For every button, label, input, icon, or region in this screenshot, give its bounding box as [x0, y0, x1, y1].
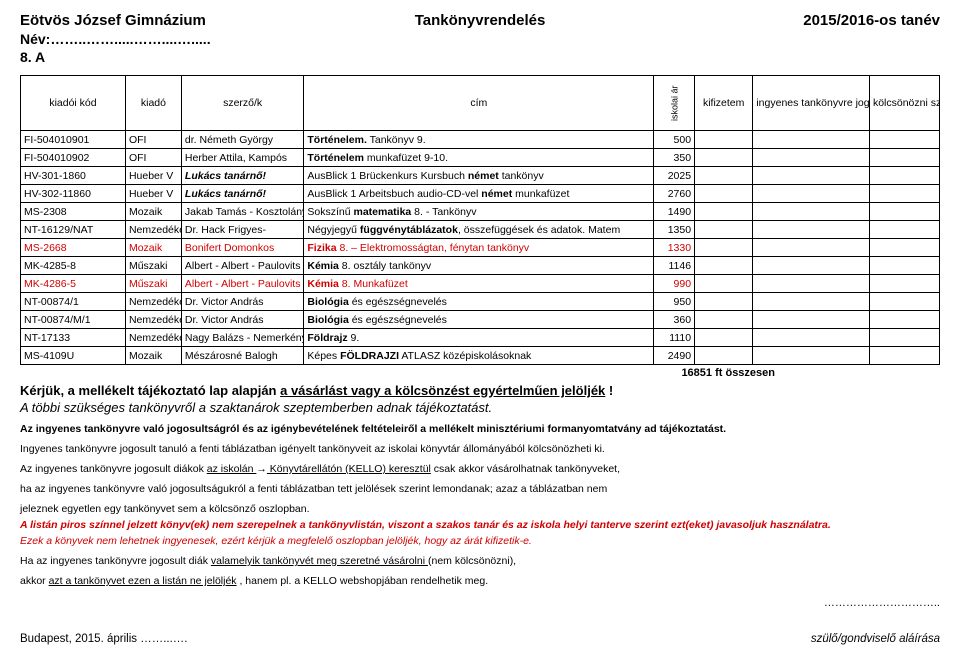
table-row: FI-504010901OFIdr. Németh GyörgyTörténel…	[21, 131, 940, 149]
footer-date: Budapest, 2015. április ……...….	[20, 633, 187, 645]
book-table: kiadói kód kiadó szerző/k cím iskolai ár…	[20, 75, 940, 365]
table-row: MS-4109UMozaikMészárosné BaloghKépes FÖL…	[21, 347, 940, 365]
note3: Az ingyenes tankönyvre jogosult diákok a…	[20, 463, 940, 475]
note2: Ingyenes tankönyvre jogosult tanuló a fe…	[20, 443, 940, 455]
signature-dots: …………………………..	[20, 597, 940, 609]
table-row: NT-00874/M/1NemzedékekDr. Victor AndrásB…	[21, 311, 940, 329]
th-code: kiadói kód	[21, 76, 126, 131]
school-name: Eötvös József Gimnázium	[20, 12, 327, 29]
table-row: MS-2308MozaikJakab Tamás - KosztolányiSo…	[21, 203, 940, 221]
request-line: Kérjük, a mellékelt tájékoztató lap alap…	[20, 383, 940, 398]
table-row: HV-301-1860Hueber VLukács tanárnő!AusBli…	[21, 167, 940, 185]
total-line: 16851 ft összesen	[20, 367, 940, 379]
table-row: HV-302-11860Hueber VLukács tanárnő!AusBl…	[21, 185, 940, 203]
school-year: 2015/2016-os tanév	[633, 12, 940, 29]
note6: Ha az ingyenes tankönyvre jogosult diák …	[20, 555, 940, 567]
table-row: NT-16129/NATNemzedékekDr. Hack Frigyes-N…	[21, 221, 940, 239]
italic-line: A többi szükséges tankönyvről a szaktaná…	[20, 400, 940, 415]
th-author: szerző/k	[181, 76, 303, 131]
red-note1: A listán piros színnel jelzett könyv(ek)…	[20, 519, 940, 531]
note7: akkor azt a tankönyvet ezen a listán ne …	[20, 575, 940, 587]
name-field: Név:……..…….....……....….....	[20, 31, 940, 47]
note5: jeleznek egyetlen egy tankönyvet sem a k…	[20, 503, 940, 515]
table-row: MK-4286-5MűszakiAlbert - Albert - Paulov…	[21, 275, 940, 293]
note1: Az ingyenes tankönyvre való jogosultságr…	[20, 423, 940, 435]
table-row: FI-504010902OFIHerber Attila, KampósTört…	[21, 149, 940, 167]
doc-title: Tankönyvrendelés	[327, 12, 634, 29]
th-loan: kölcsönözni szeretném	[869, 76, 939, 131]
footer-signature: szülő/gondviselő aláírása	[811, 633, 940, 645]
th-free: ingyenes tankönyvre jogosultként kérem	[753, 76, 870, 131]
red-note2: Ezek a könyvek nem lehetnek ingyenesek, …	[20, 535, 940, 547]
table-row: MS-2668MozaikBonifert DomonkosFizika 8. …	[21, 239, 940, 257]
th-price: iskolai ár	[654, 76, 695, 131]
table-row: MK-4285-8MűszakiAlbert - Albert - Paulov…	[21, 257, 940, 275]
th-publisher: kiadó	[125, 76, 181, 131]
table-row: NT-17133NemzedékekNagy Balázs - Nemerkén…	[21, 329, 940, 347]
class-label: 8. A	[20, 49, 940, 65]
th-title: cím	[304, 76, 654, 131]
table-row: NT-00874/1NemzedékekDr. Victor AndrásBio…	[21, 293, 940, 311]
th-pay: kifizetem	[695, 76, 753, 131]
note4: ha az ingyenes tankönyvre való jogosults…	[20, 483, 940, 495]
